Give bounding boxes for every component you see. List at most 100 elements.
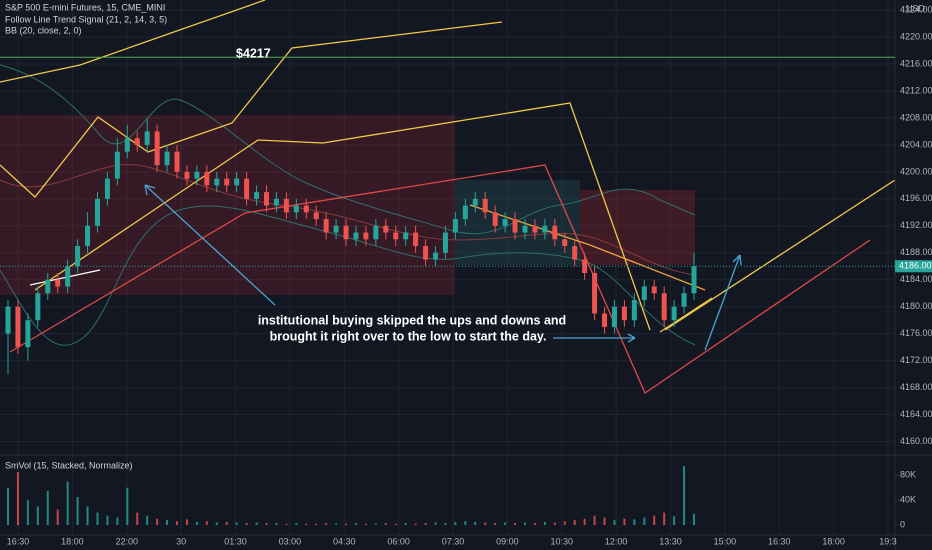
trend-line [9, 164, 871, 394]
candle-body [383, 225, 389, 233]
candle-body [621, 306, 627, 321]
y-tick-label: 4224.00 [900, 4, 932, 14]
volume-bar [394, 523, 397, 525]
volume-bar [66, 481, 69, 525]
candle-body [184, 171, 190, 179]
volume-bar [593, 515, 596, 525]
y-tick-label: 4184.00 [900, 274, 932, 284]
candle-body [552, 225, 558, 240]
volume-bar [76, 497, 79, 525]
volume-bar [166, 520, 169, 525]
candle-body [25, 320, 31, 348]
candle-body [45, 279, 51, 294]
volume-bar [335, 523, 338, 525]
x-tick-label: 22:00 [115, 536, 138, 546]
candle-body [393, 232, 399, 240]
currency: USD [906, 3, 926, 13]
volume-bar [683, 466, 686, 525]
candle-body [602, 313, 608, 327]
candle-body [532, 225, 538, 233]
volume-bar [295, 523, 298, 525]
volume-bar [16, 472, 19, 525]
candle-body [502, 219, 508, 226]
candle-body [313, 212, 319, 220]
volume-tick-label: 40K [900, 495, 916, 505]
volume-bar [374, 523, 377, 525]
volume-bar [56, 509, 59, 525]
volume-bar [215, 522, 218, 525]
volume-bar [533, 523, 536, 525]
y-tick-label: 4216.00 [900, 58, 932, 68]
volume-bar [633, 519, 636, 525]
volume-bar [116, 517, 119, 525]
x-tick-label: 19:3 [879, 536, 897, 546]
candle-body [423, 246, 429, 260]
candle-body [333, 225, 339, 233]
volume-bar [663, 512, 666, 525]
grid [0, 0, 895, 535]
volume-bar [643, 517, 646, 525]
volume-bar [205, 521, 208, 525]
volume-bar [126, 487, 129, 525]
y-tick-label: 4176.00 [900, 328, 932, 338]
indicator-label: Follow Line Trend Signal (21, 2, 14, 3, … [5, 14, 167, 24]
volume-bar [494, 523, 497, 525]
volume-bar [106, 515, 109, 525]
last-price-label: 4186.00 [899, 261, 932, 271]
candle-body [512, 219, 518, 233]
volume-bar [384, 523, 387, 525]
candle-body [293, 205, 299, 213]
candle-body [522, 225, 528, 233]
volume-bar [573, 520, 576, 525]
candle-body [75, 246, 81, 267]
y-tick-label: 4160.00 [900, 436, 932, 446]
volume-bar [46, 490, 49, 525]
candle-body [611, 306, 617, 327]
volume-bar [434, 522, 437, 525]
candle-body [323, 219, 329, 233]
bb-lower [0, 205, 696, 346]
y-tick-label: 4212.00 [900, 85, 932, 95]
candle-body [35, 293, 41, 321]
candle-body [94, 198, 100, 226]
x-tick-label: 18:00 [61, 536, 84, 546]
x-tick-label: 09:00 [496, 536, 519, 546]
last-price-box [895, 260, 932, 273]
volume-bar [235, 522, 238, 525]
trend-line [0, 21, 503, 198]
candle-body [492, 212, 498, 226]
candle-body [572, 246, 578, 260]
candle-body [442, 232, 448, 253]
candle-body [194, 171, 200, 179]
volume-bar [504, 522, 507, 525]
volume-bar [136, 512, 139, 525]
y-tick-label: 4204.00 [900, 139, 932, 149]
volume-bar [225, 521, 228, 525]
candle-body [651, 286, 657, 294]
volume-bar [7, 487, 9, 525]
volume-bar [354, 523, 357, 525]
volume-bar [156, 518, 159, 525]
candle-body [681, 293, 687, 307]
y-tick-label: 4180.00 [900, 301, 932, 311]
volume-bar [464, 521, 467, 525]
volume-bar [474, 521, 477, 525]
candle-body [582, 259, 588, 273]
candle-body [234, 178, 240, 186]
candle-body [65, 266, 71, 287]
candle-body [592, 273, 598, 314]
volume-bar [583, 518, 586, 525]
y-tick-label: 4192.00 [900, 220, 932, 230]
volume-bar [693, 513, 695, 525]
candle-body [244, 178, 250, 199]
candle-body [542, 225, 548, 233]
indicator-label: BB (20, close, 2, 0) [5, 25, 82, 35]
candle-body [204, 171, 210, 186]
candle-body [5, 306, 11, 334]
x-tick-label: 13:30 [659, 536, 682, 546]
volume-bar [404, 523, 407, 525]
x-tick-label: 18:00 [822, 536, 845, 546]
candle-body [413, 232, 419, 247]
candle-body [273, 198, 279, 206]
x-tick-label: 16:30 [768, 536, 791, 546]
